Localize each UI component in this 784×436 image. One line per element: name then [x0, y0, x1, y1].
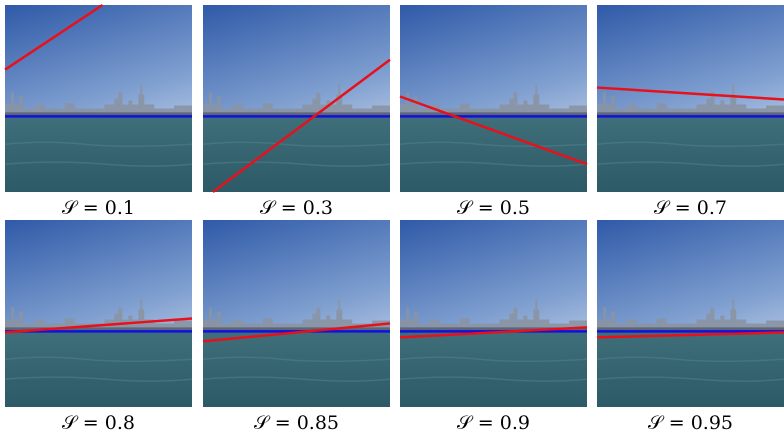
photo [398, 218, 589, 409]
estimated-horizon [202, 322, 391, 343]
photo [3, 3, 194, 194]
panel [201, 3, 392, 194]
panel [595, 218, 784, 409]
photo [3, 218, 194, 409]
panel [595, 3, 784, 194]
caption: 𝒮 = 0.9 [457, 412, 530, 434]
panel [398, 3, 589, 194]
caption: 𝒮 = 0.5 [457, 197, 530, 219]
estimated-horizon [399, 326, 588, 339]
estimated-horizon [596, 86, 784, 101]
photo [595, 218, 784, 409]
estimated-horizon [596, 331, 784, 339]
estimated-horizon [399, 95, 588, 166]
photo [201, 3, 392, 194]
estimated-horizon [4, 317, 193, 334]
caption: 𝒮 = 0.1 [62, 197, 135, 219]
panel [398, 218, 589, 409]
photo [201, 218, 392, 409]
caption: 𝒮 = 0.3 [260, 197, 333, 219]
panel [3, 218, 194, 409]
caption: 𝒮 = 0.8 [62, 412, 135, 434]
caption: 𝒮 = 0.85 [254, 412, 339, 434]
estimated-horizon [4, 3, 104, 71]
panel [201, 218, 392, 409]
caption: 𝒮 = 0.7 [654, 197, 727, 219]
estimated-horizon [212, 58, 391, 193]
caption: 𝒮 = 0.95 [648, 412, 733, 434]
photo [398, 3, 589, 194]
panel [3, 3, 194, 194]
